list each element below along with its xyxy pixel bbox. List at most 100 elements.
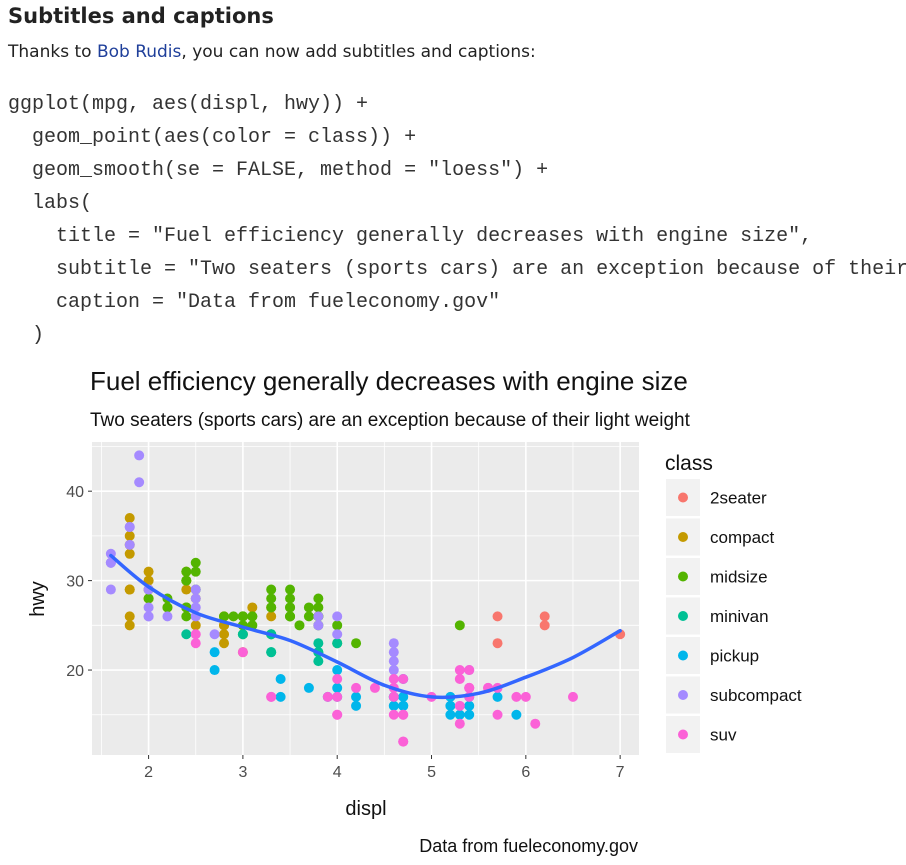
point-midsize: [190, 566, 201, 577]
code-line: labs(: [8, 192, 93, 215]
intro-text: Thanks to Bob Rudis, you can now add sub…: [8, 42, 536, 62]
code-line: geom_point(aes(color = class)) +: [8, 126, 417, 149]
point-suv: [464, 665, 475, 676]
loess-smooth-line: [109, 553, 622, 700]
point-pickup: [332, 665, 343, 676]
point-midsize: [266, 584, 277, 595]
x-tick-label: 4: [333, 764, 342, 781]
point-compact: [124, 513, 135, 524]
point-pickup: [464, 700, 475, 711]
point-pickup: [209, 665, 220, 676]
code-line: title = "Fuel efficiency generally decre…: [8, 225, 813, 248]
point-suv: [454, 718, 465, 729]
point-midsize: [313, 593, 324, 604]
x-tick-label: 3: [238, 764, 247, 781]
point-subcompact: [124, 539, 135, 550]
point-pickup: [275, 691, 286, 702]
point-suv: [190, 638, 201, 649]
point-suv: [369, 682, 380, 693]
point-midsize: [285, 602, 296, 613]
point-midsize: [181, 566, 192, 577]
grid-minor: [92, 442, 639, 755]
intro-after: , you can now add subtitles and captions…: [181, 42, 536, 62]
point-midsize: [162, 602, 173, 613]
point-midsize: [313, 602, 324, 613]
legend-label-suv: suv: [710, 726, 737, 745]
point-subcompact: [332, 629, 343, 640]
bob-rudis-link[interactable]: Bob Rudis: [96, 42, 182, 62]
grid-major: [92, 442, 639, 755]
point-pickup: [351, 700, 362, 711]
point-minivan: [313, 656, 324, 667]
code-line: subtitle = "Two seaters (sports cars) ar…: [56, 258, 906, 281]
legend-label-pickup: pickup: [710, 647, 759, 666]
point-compact: [124, 530, 135, 541]
point-pickup: [275, 673, 286, 684]
point-suv: [388, 709, 399, 720]
point-minivan: [266, 647, 277, 658]
point-suv: [388, 673, 399, 684]
point-compact: [190, 620, 201, 631]
point-pickup: [454, 709, 465, 720]
point-midsize: [266, 602, 277, 613]
point-suv: [332, 691, 343, 702]
legend-swatch-suv: [678, 729, 688, 740]
x-tick-label: 6: [521, 764, 530, 781]
legend-swatch-subcompact: [678, 690, 688, 700]
point-2seater: [492, 611, 503, 622]
legend: class 2seater compact midsize minivan pickup…: [665, 452, 802, 753]
point-pickup: [492, 691, 503, 702]
code-line: geom_smooth(se = FALSE, method = "loess"…: [8, 159, 549, 182]
point-subcompact: [143, 611, 154, 622]
point-compact: [266, 611, 277, 622]
point-pickup: [464, 709, 475, 720]
point-midsize: [190, 557, 201, 568]
point-compact: [143, 566, 154, 577]
point-subcompact: [134, 477, 145, 488]
x-axis-label: displ: [345, 798, 386, 820]
y-axis-ticks: 20 30 40: [66, 484, 92, 680]
point-compact: [124, 620, 135, 631]
point-subcompact: [313, 611, 324, 622]
point-suv: [322, 691, 333, 702]
point-midsize: [285, 593, 296, 604]
legend-swatch-pickup: [678, 650, 688, 661]
point-suv: [332, 673, 343, 684]
code-block: ggplot(mpg, aes(displ, hwy)) + geom_poin…: [8, 88, 906, 352]
point-suv: [398, 673, 409, 684]
point-suv: [454, 673, 465, 684]
point-suv: [388, 691, 399, 702]
point-suv: [351, 682, 362, 693]
point-subcompact: [143, 602, 154, 613]
point-compact: [219, 638, 230, 649]
point-pickup: [388, 700, 399, 711]
legend-label-subcompact: subcompact: [710, 686, 802, 705]
code-line: ): [8, 324, 45, 347]
legend-swatch-compact: [678, 532, 688, 542]
legend-label-2seater: 2seater: [710, 489, 767, 508]
point-suv: [520, 691, 531, 702]
code-line: caption = "Data from fueleconomy.gov": [8, 291, 501, 314]
point-subcompact: [190, 593, 201, 604]
y-tick-label: 30: [66, 574, 84, 591]
point-suv: [398, 709, 409, 720]
legend-swatch-midsize: [678, 571, 688, 582]
point-subcompact: [134, 450, 145, 461]
point-suv: [454, 665, 465, 676]
intro-before: Thanks to: [8, 42, 97, 62]
point-midsize: [181, 575, 192, 586]
point-midsize: [181, 611, 192, 622]
point-subcompact: [105, 584, 116, 595]
point-suv: [237, 647, 248, 658]
point-pickup: [303, 682, 314, 693]
point-suv: [464, 682, 475, 693]
point-midsize: [303, 611, 314, 622]
point-midsize: [303, 602, 314, 613]
point-2seater: [539, 620, 550, 631]
point-suv: [567, 691, 578, 702]
point-pickup: [445, 709, 456, 720]
point-suv: [398, 736, 409, 747]
point-compact: [247, 602, 258, 613]
y-tick-label: 40: [66, 484, 84, 501]
legend-label-compact: compact: [710, 528, 775, 547]
